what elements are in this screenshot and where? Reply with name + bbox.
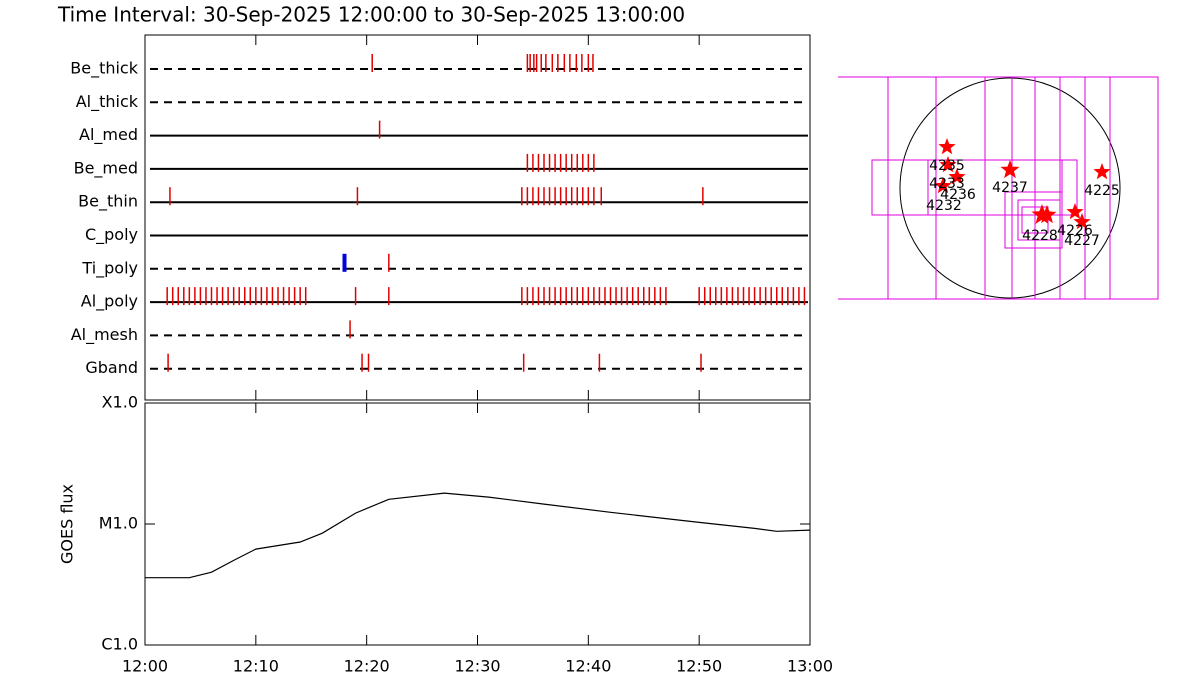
- row-label: Ti_poly: [81, 258, 138, 278]
- x-tick-label: 12:50: [676, 657, 722, 676]
- goes-curve: [145, 492, 811, 579]
- star: [948, 168, 966, 185]
- star: [934, 177, 952, 194]
- row-label: Be_thin: [78, 192, 138, 212]
- star-label: 4232: [926, 198, 962, 214]
- star: [1093, 163, 1111, 180]
- row-label: Al_mesh: [71, 325, 138, 345]
- star-label: 4236: [940, 187, 976, 203]
- chart-title: Time Interval: 30-Sep-2025 12:00:00 to 3…: [57, 3, 685, 27]
- star-label: 4233: [929, 176, 965, 192]
- fov-box: [1004, 191, 1063, 249]
- fov-box: [927, 159, 1063, 216]
- star: [1073, 213, 1091, 230]
- row-label: Be_med: [74, 158, 138, 178]
- star-label: 4225: [1084, 183, 1120, 199]
- x-tick-label: 12:40: [565, 657, 611, 676]
- star: [939, 156, 957, 173]
- star-label: 4227: [1064, 233, 1100, 249]
- star: [1066, 203, 1084, 220]
- y-tick-label: X1.0: [102, 393, 138, 412]
- x-tick-label: 12:30: [454, 657, 500, 676]
- star: [1000, 160, 1020, 179]
- row-label: Al_med: [79, 125, 138, 145]
- y-tick-label: M1.0: [99, 514, 138, 533]
- star: [938, 138, 956, 155]
- row-label: Gband: [85, 358, 138, 377]
- y-tick-label: C1.0: [101, 635, 138, 654]
- star: [1037, 205, 1057, 224]
- x-tick-label: 12:20: [344, 657, 390, 676]
- row-label: Al_thick: [76, 92, 139, 112]
- y-axis-label: GOES flux: [58, 484, 77, 564]
- row-label: Al_poly: [81, 292, 138, 312]
- row-label: C_poly: [85, 225, 138, 245]
- x-tick-label: 13:00: [787, 657, 833, 676]
- row-label: Be_thick: [70, 59, 138, 79]
- star-label: 4228: [1022, 228, 1058, 244]
- timeline-frame: [144, 34, 811, 401]
- x-tick-label: 12:10: [233, 657, 279, 676]
- star-label: 4237: [992, 180, 1028, 196]
- sun-disk: [899, 77, 1121, 299]
- star-label: 4226: [1057, 223, 1093, 239]
- star-label: 4235: [929, 158, 965, 174]
- x-tick-label: 12:00: [122, 657, 168, 676]
